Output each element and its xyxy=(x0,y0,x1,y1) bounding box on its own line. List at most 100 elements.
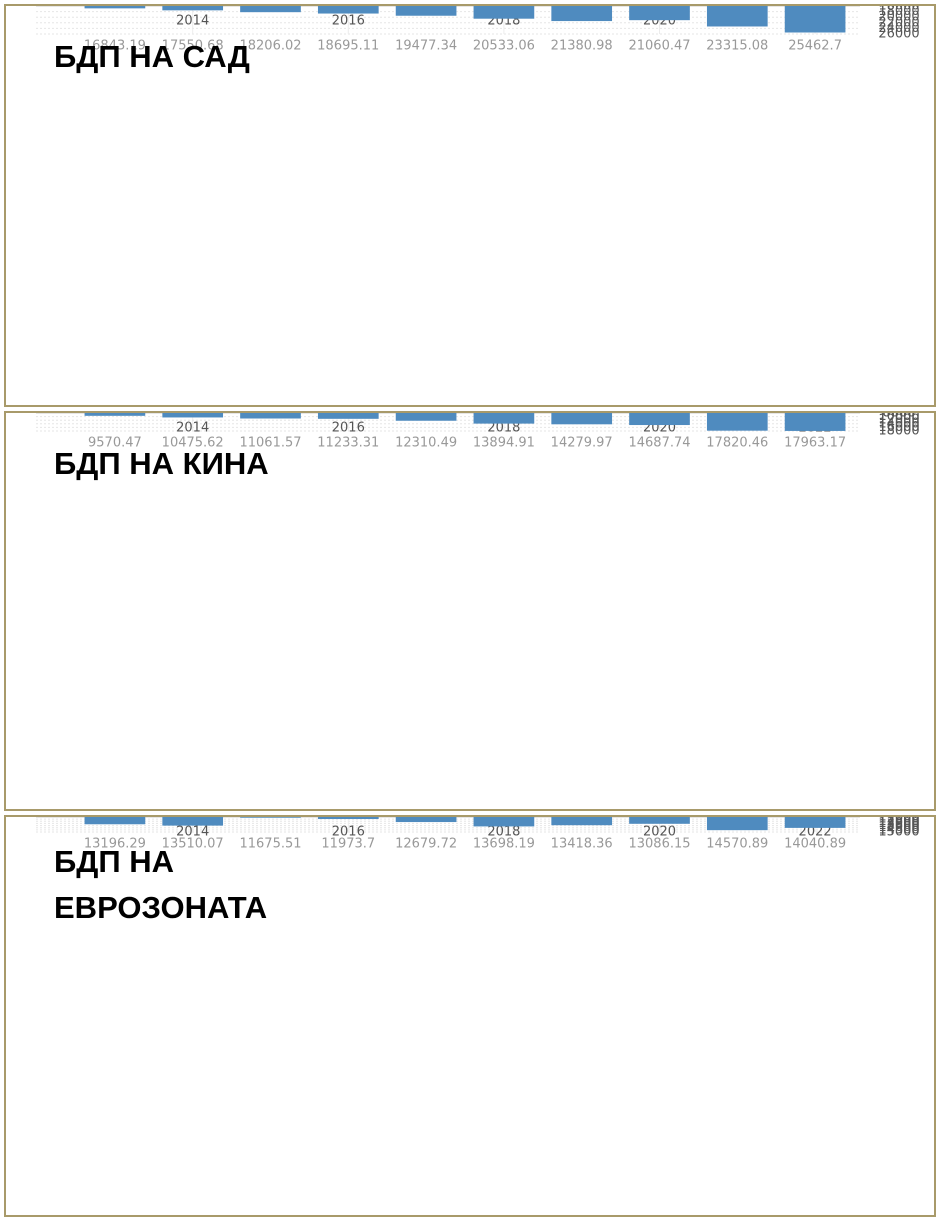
value-label: 13698.19 xyxy=(473,837,535,852)
x-tick-label: 2018 xyxy=(487,825,520,840)
x-tick-label: 2022 xyxy=(799,825,832,840)
bar xyxy=(706,413,768,431)
x-tick-label: 2014 xyxy=(176,14,209,29)
value-label: 13894.91 xyxy=(473,436,535,451)
y-tick-label: 13000 xyxy=(878,817,919,831)
value-label: 17963.17 xyxy=(784,436,846,451)
chart-title: БДП НА ЕВРОЗОНАТА xyxy=(54,844,268,925)
y-tick-label: 10000 xyxy=(878,413,919,424)
panel-eurozone: БДП НА ЕВРОЗОНАТА 11500 12000 12500 13000 13… xyxy=(4,815,936,1217)
bar xyxy=(240,6,301,13)
y-tick-label: 12500 xyxy=(878,817,919,829)
bar xyxy=(473,6,535,19)
value-label: 10475.62 xyxy=(162,436,224,451)
bar xyxy=(551,817,613,826)
bar xyxy=(551,6,613,22)
value-label: 17820.46 xyxy=(706,436,768,451)
bar xyxy=(629,817,690,824)
y-tick-label: 20000 xyxy=(878,10,919,25)
bar xyxy=(84,413,146,416)
value-label: 14570.89 xyxy=(706,837,768,852)
bar xyxy=(317,6,379,14)
y-tick-label: 12000 xyxy=(878,413,919,428)
value-label: 20533.06 xyxy=(473,39,535,54)
y-tick-label: 22000 xyxy=(878,15,919,30)
y-tick-label: 11500 xyxy=(878,817,919,825)
x-tick-label: 2016 xyxy=(332,421,365,436)
value-label: 23315.08 xyxy=(706,39,768,54)
bar xyxy=(317,413,379,419)
bar xyxy=(706,817,768,831)
bar xyxy=(240,817,301,818)
value-label: 13418.36 xyxy=(551,837,613,852)
bar xyxy=(629,6,690,21)
panel-usa: БДП НА САД 16000 18000 20000 22000 24000 2600… xyxy=(4,4,936,407)
bar xyxy=(84,6,146,9)
value-label: 25462.7 xyxy=(788,39,842,54)
bar xyxy=(317,817,379,820)
value-label: 12679.72 xyxy=(395,837,457,852)
chart: 1150012000125001300013500140001450015000… xyxy=(36,817,920,852)
value-label: 11675.51 xyxy=(239,837,301,852)
chart-title: БДП НА САД xyxy=(54,39,250,74)
y-tick-label: 26000 xyxy=(878,27,919,42)
value-label: 14279.97 xyxy=(551,436,613,451)
y-tick-label: 24000 xyxy=(878,21,919,36)
bar xyxy=(473,413,535,424)
y-tick-label: 15000 xyxy=(878,825,919,840)
y-tick-label: 18000 xyxy=(878,424,919,439)
bar xyxy=(706,6,768,27)
bar xyxy=(473,817,535,827)
bar xyxy=(162,817,224,826)
y-tick-label: 14000 xyxy=(878,416,919,431)
bar xyxy=(395,817,457,823)
value-label: 21060.47 xyxy=(628,39,690,54)
y-tick-label: 14500 xyxy=(878,822,919,837)
value-label: 18695.11 xyxy=(317,39,379,54)
value-label: 21380.98 xyxy=(551,39,613,54)
value-label: 11973.7 xyxy=(321,837,375,852)
value-label: 11233.31 xyxy=(317,436,379,451)
bar xyxy=(395,413,457,421)
bar xyxy=(629,413,690,426)
x-tick-label: 2016 xyxy=(332,825,365,840)
bar xyxy=(784,413,846,431)
value-label: 13196.29 xyxy=(84,837,146,852)
value-label: 13510.07 xyxy=(162,837,224,852)
y-tick-label: 14000 xyxy=(878,820,919,835)
value-label: 9570.47 xyxy=(88,436,142,451)
bar xyxy=(162,6,224,11)
value-label: 14687.74 xyxy=(628,436,690,451)
bar xyxy=(84,817,146,825)
panel-china: БДП НА КИНА 8000 10000 12000 14000 16000 1800… xyxy=(4,411,936,811)
value-label: 18206.02 xyxy=(239,39,301,54)
y-tick-label: 12000 xyxy=(878,817,919,827)
y-tick-label: 16000 xyxy=(878,420,919,435)
y-tick-label: 16000 xyxy=(878,6,919,14)
value-label: 19477.34 xyxy=(395,39,457,54)
x-tick-label: 2020 xyxy=(643,825,676,840)
bar xyxy=(240,413,301,419)
value-label: 17550.68 xyxy=(162,39,224,54)
value-label: 13086.15 xyxy=(628,837,690,852)
bar xyxy=(784,6,846,33)
chart-title: БДП НА КИНА xyxy=(54,446,269,481)
value-label: 14040.89 xyxy=(784,837,846,852)
value-label: 11061.57 xyxy=(239,436,301,451)
value-label: 16843.19 xyxy=(84,39,146,54)
y-tick-label: 13500 xyxy=(878,818,919,833)
bar xyxy=(162,413,224,418)
y-tick-label: 8000 xyxy=(882,413,915,421)
bar xyxy=(551,413,613,425)
x-tick-label: 2018 xyxy=(487,421,520,436)
x-tick-label: 2014 xyxy=(176,421,209,436)
y-tick-label: 18000 xyxy=(878,6,919,19)
x-tick-label: 2016 xyxy=(332,14,365,29)
bar xyxy=(395,6,457,16)
x-tick-label: 2014 xyxy=(176,825,209,840)
bar xyxy=(784,817,846,828)
value-label: 12310.49 xyxy=(395,436,457,451)
